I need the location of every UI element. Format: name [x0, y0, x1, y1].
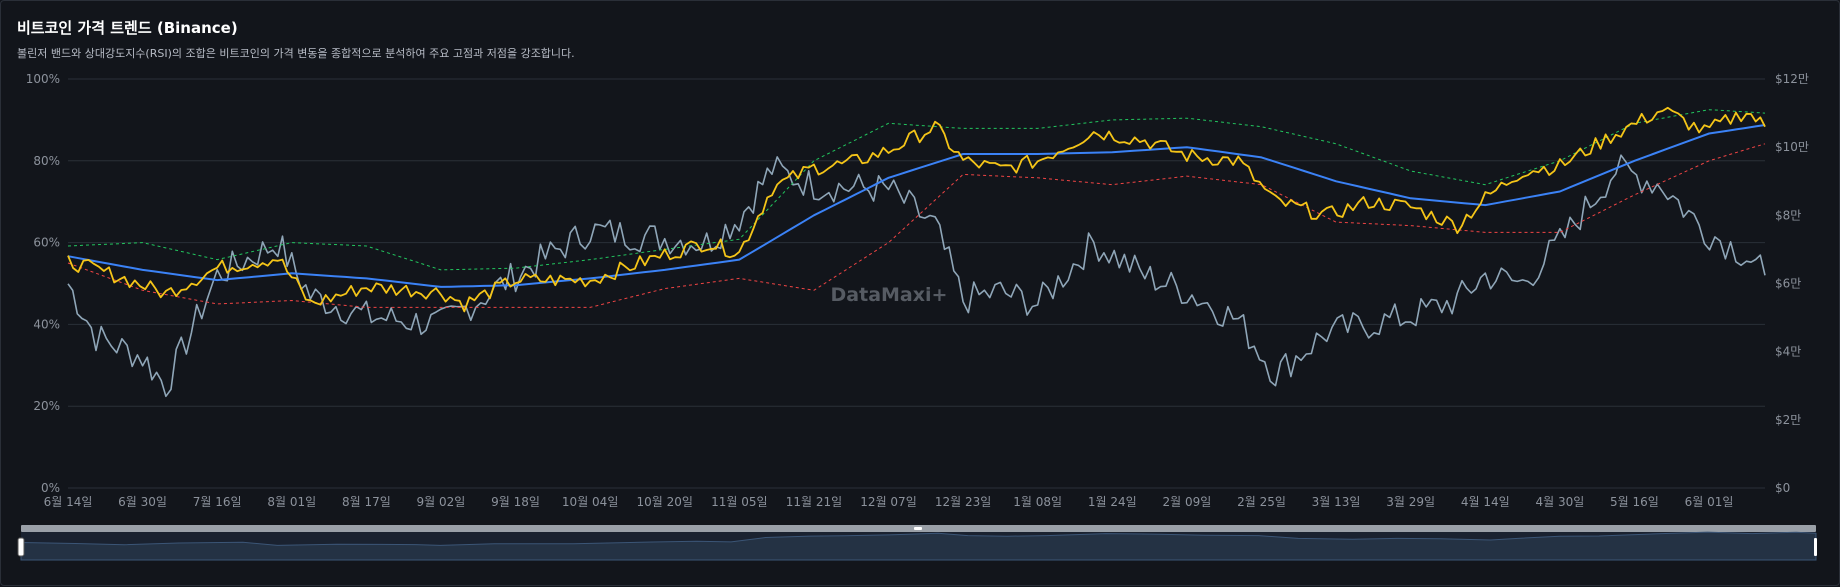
x-tick-label: 8월 01일	[267, 495, 316, 509]
right-tick-label: $8만	[1775, 208, 1801, 222]
series-line-lower_band	[67, 143, 1766, 308]
navigator-grip-icon[interactable]	[914, 527, 922, 530]
x-tick-label: 6월 01일	[1685, 495, 1734, 509]
x-tick-label: 10월 04일	[562, 495, 618, 509]
x-tick-label: 6월 30일	[118, 495, 167, 509]
left-tick-label: 40%	[33, 317, 60, 331]
x-tick-label: 1월 24일	[1088, 495, 1137, 509]
chart-subtitle: 볼린저 밴드와 상대강도지수(RSI)의 조합은 비트코인의 가격 변동을 종합…	[17, 47, 575, 60]
navigator-mini-area	[20, 531, 1817, 561]
chart-title: 비트코인 가격 트렌드 (Binance)	[17, 19, 238, 37]
x-tick-label: 3월 29일	[1386, 495, 1435, 509]
x-tick-label: 3월 13일	[1312, 495, 1361, 509]
x-tick-label: 11월 05일	[711, 495, 767, 509]
x-tick-label: 6월 14일	[44, 495, 93, 509]
series-line-price	[67, 106, 1766, 313]
x-tick-label: 11월 21일	[786, 495, 842, 509]
x-tick-label: 2월 09일	[1162, 495, 1211, 509]
right-tick-label: $6만	[1775, 277, 1801, 291]
x-tick-label: 12월 23일	[935, 495, 991, 509]
x-tick-label: 9월 18일	[491, 495, 540, 509]
series-line-rsi	[67, 154, 1766, 398]
series-line-upper_band	[67, 109, 1766, 271]
x-tick-label: 10월 20일	[637, 495, 693, 509]
left-tick-label: 0%	[41, 481, 60, 495]
right-tick-label: $10만	[1775, 140, 1809, 154]
left-tick-label: 20%	[33, 399, 60, 413]
x-tick-label: 9월 02일	[417, 495, 466, 509]
x-tick-label: 12월 07일	[860, 495, 916, 509]
right-tick-label: $4만	[1775, 345, 1801, 359]
right-tick-label: $2만	[1775, 413, 1801, 427]
x-tick-label: 8월 17일	[342, 495, 391, 509]
x-tick-label: 2월 25일	[1237, 495, 1286, 509]
right-tick-label: $0	[1775, 481, 1790, 495]
left-tick-label: 100%	[26, 72, 60, 86]
right-tick-label: $12만	[1775, 72, 1809, 86]
x-tick-label: 7월 16일	[193, 495, 242, 509]
series-line-sma	[67, 124, 1766, 288]
navigator-left-handle[interactable]	[17, 537, 25, 557]
x-tick-label: 1월 08일	[1013, 495, 1062, 509]
left-tick-label: 80%	[33, 154, 60, 168]
left-tick-label: 60%	[33, 236, 60, 250]
x-tick-label: 5월 16일	[1610, 495, 1659, 509]
navigator-right-handle[interactable]	[1814, 538, 1817, 556]
watermark: DataMaxi+	[831, 284, 948, 306]
x-tick-label: 4월 14일	[1461, 495, 1510, 509]
x-tick-label: 4월 30일	[1535, 495, 1584, 509]
